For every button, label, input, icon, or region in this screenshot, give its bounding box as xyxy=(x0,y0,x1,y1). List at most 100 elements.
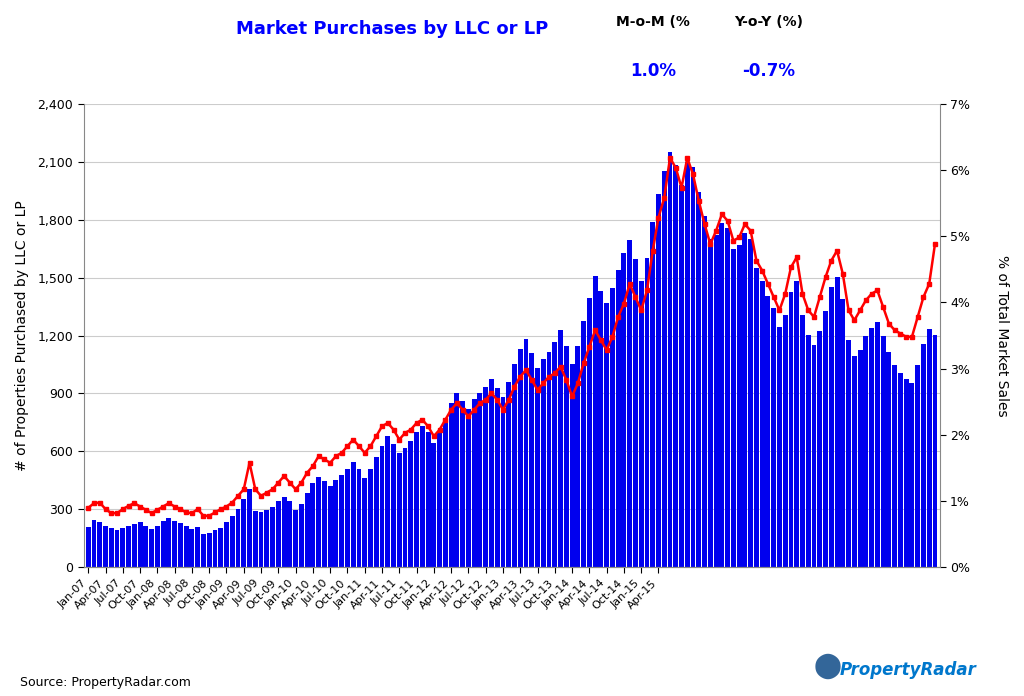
Bar xyxy=(213,530,217,567)
Bar xyxy=(282,497,287,567)
Bar xyxy=(812,345,816,567)
Bar xyxy=(771,308,776,567)
Text: M-o-M (%: M-o-M (% xyxy=(615,15,690,29)
Bar xyxy=(696,193,701,567)
Bar xyxy=(420,427,425,567)
Bar xyxy=(229,516,234,567)
Bar xyxy=(495,388,500,567)
Bar xyxy=(598,291,603,567)
Bar xyxy=(253,512,258,567)
Text: PropertyRadar: PropertyRadar xyxy=(840,661,977,679)
Bar xyxy=(264,510,269,567)
Bar xyxy=(132,524,137,567)
Bar xyxy=(782,315,787,567)
Bar xyxy=(328,487,333,567)
Bar xyxy=(656,194,660,567)
Bar xyxy=(483,387,488,567)
Bar xyxy=(189,529,195,567)
Bar xyxy=(339,475,344,567)
Bar xyxy=(155,526,160,567)
Bar xyxy=(610,288,614,567)
Bar xyxy=(178,523,183,567)
Bar xyxy=(380,445,384,567)
Bar xyxy=(874,322,880,567)
Bar xyxy=(207,532,212,567)
Bar xyxy=(247,489,252,567)
Bar xyxy=(368,469,373,567)
Bar xyxy=(242,499,246,567)
Bar xyxy=(858,350,862,567)
Bar xyxy=(477,393,482,567)
Bar xyxy=(97,522,102,567)
Bar xyxy=(426,432,430,567)
Bar xyxy=(512,363,517,567)
Bar xyxy=(846,340,851,567)
Bar xyxy=(196,527,200,567)
Bar xyxy=(604,303,609,567)
Bar xyxy=(109,528,114,567)
Bar xyxy=(766,296,770,567)
Bar xyxy=(409,441,414,567)
Bar xyxy=(103,526,108,567)
Bar xyxy=(887,352,891,567)
Bar xyxy=(593,276,598,567)
Bar xyxy=(915,365,921,567)
Bar xyxy=(402,448,408,567)
Bar xyxy=(564,346,568,567)
Bar xyxy=(137,522,142,567)
Bar xyxy=(909,383,914,567)
Bar xyxy=(685,161,690,567)
Y-axis label: % of Total Market Sales: % of Total Market Sales xyxy=(995,255,1009,416)
Bar xyxy=(668,152,673,567)
Bar xyxy=(334,480,338,567)
Text: Y-o-Y (%): Y-o-Y (%) xyxy=(734,15,803,29)
Text: 1.0%: 1.0% xyxy=(630,62,676,80)
Bar xyxy=(259,512,263,567)
Bar xyxy=(385,436,390,567)
Bar xyxy=(167,519,171,567)
Bar xyxy=(714,235,719,567)
Text: Source: PropertyRadar.com: Source: PropertyRadar.com xyxy=(20,676,191,689)
Bar xyxy=(391,444,396,567)
Bar xyxy=(299,504,304,567)
Bar xyxy=(288,501,292,567)
Bar xyxy=(437,432,442,567)
Bar xyxy=(835,276,840,567)
Bar xyxy=(150,529,154,567)
Bar xyxy=(86,527,91,567)
Bar xyxy=(143,526,148,567)
Bar xyxy=(639,281,644,567)
Bar xyxy=(115,530,120,567)
Bar xyxy=(679,184,684,567)
Bar xyxy=(720,223,724,567)
Bar xyxy=(224,522,229,567)
Bar xyxy=(489,379,494,567)
Bar xyxy=(795,281,799,567)
Bar xyxy=(904,379,908,567)
Bar xyxy=(362,477,368,567)
Bar xyxy=(218,528,223,567)
Bar xyxy=(501,397,506,567)
Bar xyxy=(788,292,794,567)
Bar xyxy=(582,321,586,567)
Bar xyxy=(466,409,471,567)
Bar xyxy=(806,335,811,567)
Bar xyxy=(881,336,886,567)
Bar xyxy=(690,167,695,567)
Bar xyxy=(126,526,131,567)
Bar xyxy=(628,240,632,567)
Bar xyxy=(523,340,528,567)
Bar xyxy=(869,328,874,567)
Bar xyxy=(708,239,713,567)
Bar xyxy=(172,521,177,567)
Bar xyxy=(575,346,581,567)
Bar xyxy=(569,363,574,567)
Bar xyxy=(760,281,765,567)
Bar xyxy=(529,353,535,567)
Bar xyxy=(552,342,557,567)
Bar xyxy=(121,528,125,567)
Bar xyxy=(91,520,96,567)
Bar xyxy=(322,482,327,567)
Bar xyxy=(852,356,857,567)
Bar xyxy=(472,400,476,567)
